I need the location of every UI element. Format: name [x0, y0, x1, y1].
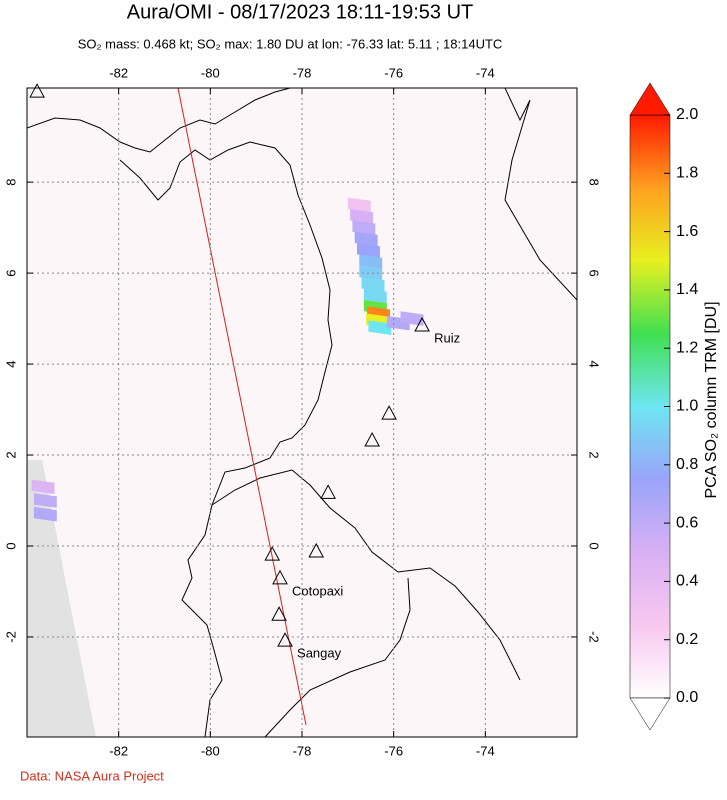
y-tick-label: 8 [3, 179, 18, 186]
volcano [320, 484, 336, 499]
colorbar-tick-label: 0.6 [676, 514, 698, 531]
colorbar-tick-label: 0.4 [676, 573, 698, 590]
y-tick-label: -2 [3, 631, 18, 643]
volcano [277, 632, 293, 647]
y-tick-label: 4 [3, 360, 18, 367]
x-tick-label: -78 [293, 743, 312, 758]
y-tick-label: 6 [3, 269, 18, 276]
x-tick-label: -80 [201, 65, 220, 80]
so2-cell [352, 220, 376, 235]
so2-cells [31, 197, 424, 522]
volcano-label: Sangay [297, 646, 342, 661]
source-note: Data: NASA Aura Project [20, 768, 164, 783]
y-tick-label: 6 [587, 269, 602, 276]
no-data-region [27, 460, 96, 737]
colorbar-max-arrow [629, 82, 671, 116]
volcano [29, 83, 45, 98]
volcano [264, 546, 281, 561]
volcano [271, 606, 287, 621]
volcano-label: Cotopaxi [292, 583, 343, 598]
colorbar [629, 114, 671, 699]
coastline [119, 141, 333, 737]
colorbar-tick-label: 2.0 [676, 106, 698, 123]
colorbar-tick-label: 1.0 [676, 398, 698, 415]
x-tick-label: -82 [109, 65, 128, 80]
border [504, 88, 577, 301]
colorbar-tick-label: 0.8 [676, 456, 698, 473]
colorbar-label: PCA SO₂ column TRM [DU] [703, 301, 720, 498]
so2-cell [368, 320, 392, 335]
colorbar-tick-label: 1.4 [676, 281, 698, 298]
colorbar-tick-label: 0.0 [676, 689, 698, 706]
so2-cell [31, 479, 55, 495]
y-tick-label: 0 [587, 542, 602, 549]
grid: -82 -82 -80 -80 -78 -78 -76 -76 -74 -74 8 8 6 6 4 4 2 2 0 0… [3, 65, 601, 758]
volcano [364, 431, 380, 447]
colorbar-tick-label: 1.8 [676, 165, 698, 182]
y-tick-label: 8 [587, 179, 602, 186]
border [264, 577, 411, 737]
chart-title: Aura/OMI - 08/17/2023 18:11-19:53 UT [127, 1, 474, 23]
x-tick-label: -82 [109, 743, 128, 758]
so2-cell [400, 311, 424, 326]
volcanoes: Ruiz Cotopaxi Sangay [29, 83, 460, 661]
so2-cell [359, 265, 383, 281]
so2-cell [361, 277, 385, 292]
so2-cell [350, 208, 374, 224]
orbit-track [177, 88, 307, 726]
y-tick-label: 2 [587, 451, 602, 458]
colorbar-tick-label: 1.2 [676, 339, 698, 356]
y-tick-label: -2 [587, 631, 602, 643]
colorbar-tick-label: 1.6 [676, 223, 698, 240]
volcano-label: Ruiz [434, 330, 460, 345]
colorbar-tick-label: 0.2 [676, 631, 698, 648]
x-tick-label: -74 [476, 65, 495, 80]
y-tick-label: 4 [587, 360, 602, 367]
so2-cell [363, 288, 387, 304]
colorbar-min-arrow [629, 697, 671, 731]
so2-cell [354, 231, 378, 247]
x-tick-label: -76 [384, 743, 403, 758]
x-tick-label: -80 [201, 743, 220, 758]
y-tick-label: 0 [3, 542, 18, 549]
volcano [414, 316, 430, 332]
x-tick-label: -76 [384, 65, 403, 80]
coastline [27, 88, 291, 153]
so2-cell [33, 493, 57, 508]
border [211, 469, 521, 681]
so2-cell [359, 254, 383, 270]
so2-cell [33, 506, 57, 522]
volcano [308, 542, 325, 558]
volcano [381, 405, 397, 420]
x-tick-label: -74 [476, 743, 495, 758]
y-tick-label: 2 [3, 451, 18, 458]
volcano [272, 569, 288, 585]
so2-cell [357, 243, 380, 258]
chart-subtitle: SO₂ mass: 0.468 kt; SO₂ max: 1.80 DU at … [78, 36, 503, 51]
map-layer [27, 88, 577, 737]
map-frame [26, 87, 578, 738]
so2-cell [347, 197, 371, 213]
x-tick-label: -78 [293, 65, 312, 80]
